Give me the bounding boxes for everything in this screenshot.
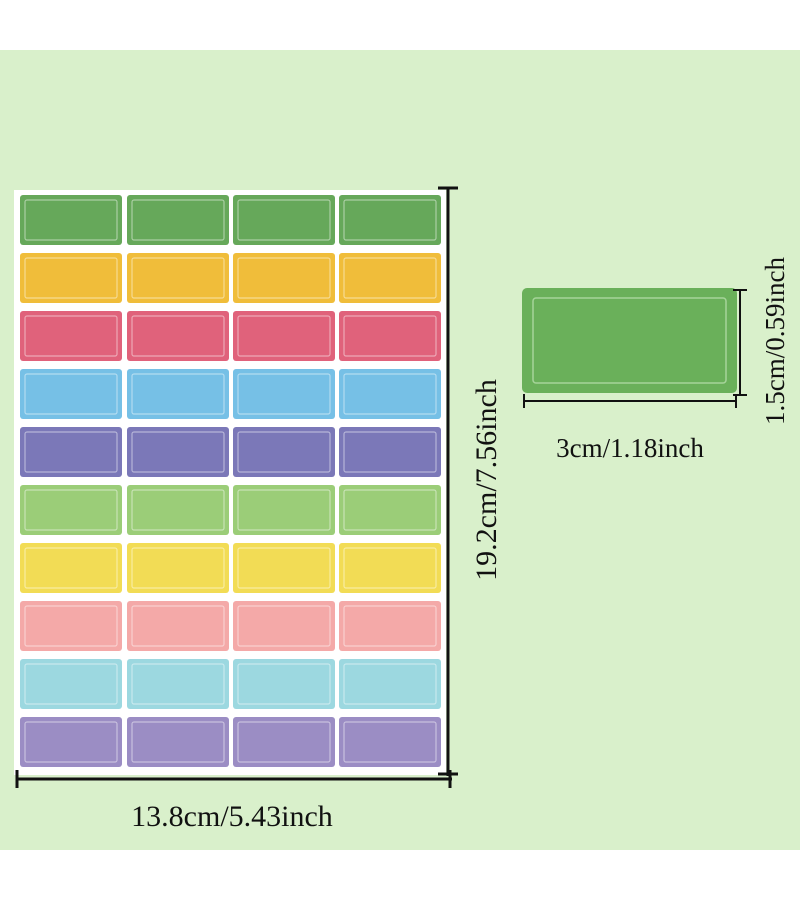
sticker	[20, 601, 122, 651]
sticker	[339, 369, 441, 419]
sticker	[20, 427, 122, 477]
sticker-border	[343, 721, 437, 763]
sticker	[339, 195, 441, 245]
label-width-text: 3cm/1.18inch	[556, 433, 704, 463]
sticker	[233, 195, 335, 245]
sticker	[127, 659, 229, 709]
sticker-border	[237, 721, 331, 763]
sticker-border	[24, 547, 118, 589]
sticker-border	[343, 605, 437, 647]
sticker-border	[131, 547, 225, 589]
sticker	[233, 659, 335, 709]
sticker	[20, 369, 122, 419]
sticker	[20, 195, 122, 245]
sticker-border	[24, 315, 118, 357]
sticker	[127, 543, 229, 593]
top-margin	[0, 0, 800, 50]
sticker-border	[343, 315, 437, 357]
sticker	[339, 659, 441, 709]
sticker-border	[237, 605, 331, 647]
sticker	[20, 543, 122, 593]
sticker-border	[343, 431, 437, 473]
sticker	[233, 601, 335, 651]
sticker-border	[24, 431, 118, 473]
sticker	[339, 543, 441, 593]
sticker-border	[131, 605, 225, 647]
sticker	[339, 601, 441, 651]
sticker	[127, 485, 229, 535]
sticker	[20, 311, 122, 361]
sticker-border	[343, 489, 437, 531]
sticker-border	[343, 199, 437, 241]
sticker-border	[24, 257, 118, 299]
sticker	[127, 253, 229, 303]
single-label	[522, 288, 737, 393]
sticker-border	[24, 373, 118, 415]
sticker-border	[343, 663, 437, 705]
sticker	[127, 601, 229, 651]
sticker	[233, 427, 335, 477]
sticker	[127, 311, 229, 361]
sticker	[127, 427, 229, 477]
sticker-border	[131, 373, 225, 415]
sticker-border	[131, 489, 225, 531]
sticker-border	[343, 257, 437, 299]
sticker-border	[24, 663, 118, 705]
sticker-grid	[20, 195, 441, 767]
sticker-border	[237, 315, 331, 357]
sticker	[339, 253, 441, 303]
sticker-border	[343, 373, 437, 415]
sheet-width-label: 13.8cm/5.43inch	[131, 800, 333, 833]
sticker-border	[24, 199, 118, 241]
sticker	[339, 485, 441, 535]
sticker	[339, 311, 441, 361]
sticker-border	[131, 257, 225, 299]
sticker-border	[131, 431, 225, 473]
sticker	[233, 717, 335, 767]
bottom-margin	[0, 850, 800, 900]
sticker	[233, 543, 335, 593]
label-height-text: 1.5cm/0.59inch	[760, 257, 790, 425]
sticker-border	[237, 547, 331, 589]
sticker-border	[237, 431, 331, 473]
sticker-border	[343, 547, 437, 589]
sticker	[339, 427, 441, 477]
sticker-border	[237, 373, 331, 415]
sheet-height-label: 19.2cm/7.56inch	[470, 379, 503, 581]
sticker-border	[237, 489, 331, 531]
sticker-border	[237, 199, 331, 241]
sticker	[339, 717, 441, 767]
sticker	[127, 369, 229, 419]
sticker	[20, 717, 122, 767]
sticker-border	[24, 605, 118, 647]
sticker-border	[131, 315, 225, 357]
sticker	[233, 485, 335, 535]
sticker-border	[131, 199, 225, 241]
sticker	[20, 485, 122, 535]
single-label-border	[532, 297, 727, 384]
sticker	[127, 717, 229, 767]
sticker	[233, 253, 335, 303]
sticker	[20, 659, 122, 709]
sticker-border	[24, 489, 118, 531]
sticker-border	[237, 663, 331, 705]
sticker-border	[131, 663, 225, 705]
sticker	[233, 311, 335, 361]
sticker	[20, 253, 122, 303]
sticker-border	[237, 257, 331, 299]
sticker	[127, 195, 229, 245]
sticker	[233, 369, 335, 419]
sticker-border	[24, 721, 118, 763]
sticker-border	[131, 721, 225, 763]
